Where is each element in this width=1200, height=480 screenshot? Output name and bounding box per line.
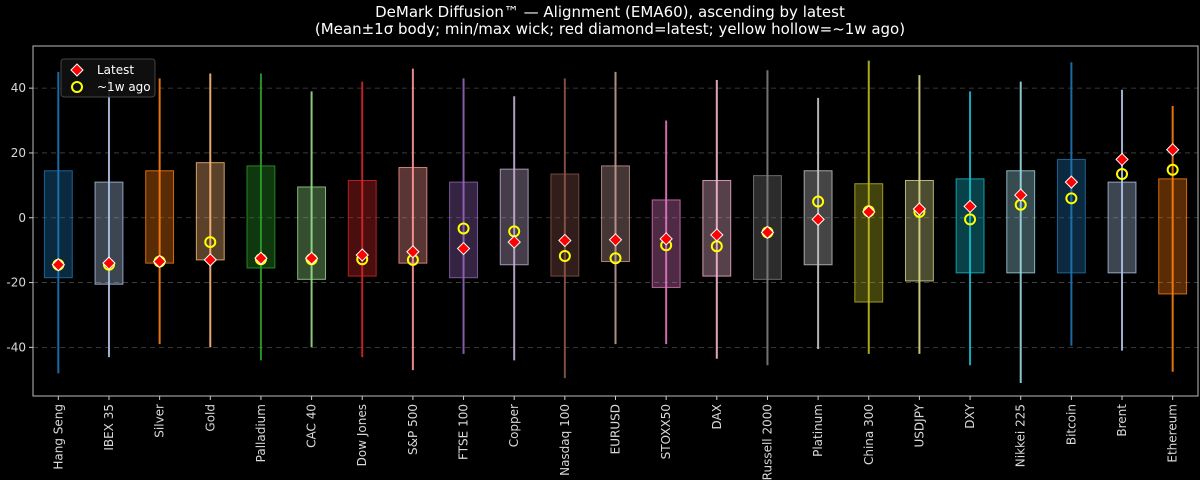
latest-marker [558, 233, 572, 248]
latest-marker [862, 205, 876, 219]
box-body [904, 179, 934, 282]
y-tick-label: 40 [11, 81, 26, 95]
box-body [955, 178, 985, 274]
box-body [1158, 178, 1188, 295]
latest-marker [456, 241, 471, 256]
x-tick-label: Platinum [811, 404, 825, 457]
x-tick-label: China 300 [862, 404, 876, 465]
box-body [398, 167, 428, 264]
box-body [195, 162, 225, 261]
box-body [854, 183, 884, 303]
box-body [1006, 170, 1036, 274]
week-ago-marker [609, 252, 622, 265]
x-tick-label: Hang Seng [51, 404, 65, 470]
y-tick-label: 0 [18, 211, 26, 225]
x-tick-label: Gold [203, 404, 217, 432]
latest-marker [811, 212, 825, 227]
x-axis: Hang Seng IBEX 35 Silver Gold Palladium CAC 4… [51, 396, 1180, 480]
x-tick-label: S&P 500 [406, 404, 420, 455]
latest-marker [507, 235, 521, 249]
box-body [246, 165, 276, 269]
box-body [1107, 181, 1137, 274]
latest-marker [355, 248, 369, 262]
week-ago-marker [1065, 192, 1078, 205]
latest-marker [710, 228, 724, 242]
latest-marker [304, 251, 319, 265]
y-tick-label: -20 [6, 276, 26, 290]
body-layer [43, 158, 1188, 303]
latest-marker [406, 245, 420, 259]
chart-title: DeMark Diffusion™ — Alignment (EMA60), a… [375, 3, 845, 21]
legend: Latest ~1w ago [60, 58, 156, 98]
latest-marker [203, 253, 217, 267]
latest-marker [912, 202, 927, 216]
x-tick-label: Copper [507, 404, 521, 447]
week-ago-marker [204, 236, 217, 249]
latest-marker [659, 232, 673, 246]
box-body [297, 186, 327, 280]
x-tick-label: Silver [153, 404, 167, 438]
latest-marker [51, 258, 66, 272]
box-body [449, 181, 478, 279]
legend-box [60, 58, 156, 98]
latest-marker [760, 225, 775, 240]
box-body [145, 170, 175, 264]
legend-latest-marker [70, 63, 84, 77]
x-tick-label: Russell 2000 [760, 404, 774, 480]
legend-week-marker [71, 81, 83, 93]
latest-marker [1014, 188, 1028, 202]
x-tick-label: Nikkei 225 [1014, 404, 1028, 467]
x-tick-label: FTSE 100 [457, 404, 471, 460]
week-ago-marker [558, 250, 571, 262]
week-ago-marker [812, 195, 825, 208]
latest-marker [1115, 152, 1129, 167]
latest-marker [1165, 142, 1180, 157]
x-tick-label: Palladium [254, 404, 268, 462]
latest-marker [1064, 175, 1079, 189]
latest-marker [102, 256, 116, 270]
x-tick-label: USDJPY [912, 403, 926, 447]
week-ago-marker [1116, 168, 1129, 181]
latest-marker [608, 233, 623, 247]
latest-marker [963, 199, 977, 214]
x-tick-label: Bitcoin [1064, 404, 1078, 445]
legend-week-label: ~1w ago [97, 80, 151, 94]
week-ago-marker [964, 213, 977, 226]
x-tick-label: DXY [963, 403, 977, 428]
box-body [499, 168, 529, 266]
x-tick-label: Nasdaq 100 [558, 404, 572, 476]
box-body [550, 173, 580, 277]
x-tick-label: EURUSD [609, 404, 623, 454]
x-tick-label: Ethereum [1166, 404, 1180, 463]
y-tick-label: -40 [6, 340, 26, 354]
chart-subtitle: (Mean±1σ body; min/max wick; red diamond… [315, 20, 905, 38]
week-ago-marker [1166, 163, 1179, 176]
x-tick-label: DAX [710, 404, 724, 429]
box-body [347, 179, 377, 277]
x-tick-label: Brent [1115, 404, 1129, 437]
x-tick-label: CAC 40 [305, 404, 319, 448]
legend-latest-label: Latest [97, 63, 134, 77]
x-tick-label: STOXX50 [659, 404, 673, 459]
y-tick-label: 20 [11, 146, 26, 160]
x-tick-label: Dow Jones [355, 404, 369, 466]
week-ago-marker [457, 222, 470, 235]
latest-marker [152, 254, 167, 269]
marker-layer [51, 142, 1180, 272]
latest-marker [254, 251, 268, 265]
y-axis: -40 -20 0 20 40 [6, 81, 33, 354]
x-tick-label: IBEX 35 [102, 404, 116, 451]
box-body [601, 165, 630, 263]
